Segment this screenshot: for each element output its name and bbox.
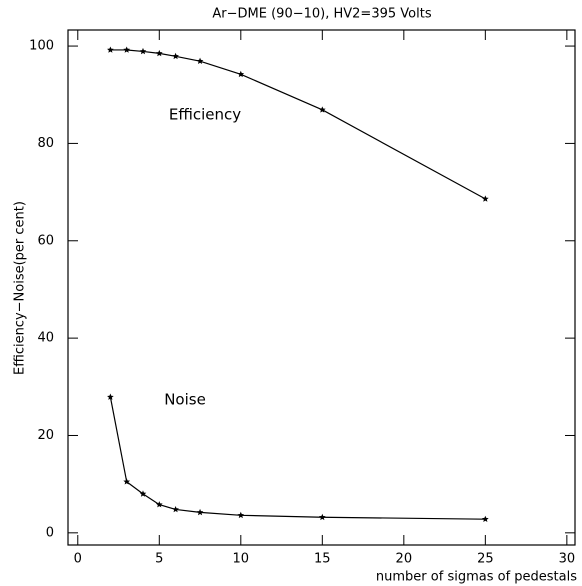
point bbox=[139, 490, 147, 497]
point bbox=[107, 393, 114, 400]
y-tick-label: 40 bbox=[37, 331, 54, 346]
y-tick-label: 100 bbox=[29, 39, 54, 54]
x-tick-label: 15 bbox=[314, 552, 331, 567]
point bbox=[237, 70, 245, 78]
series-line bbox=[109, 396, 486, 520]
point bbox=[318, 513, 326, 521]
y-axis-label: Efficiency−Noise(per cent) bbox=[13, 201, 28, 375]
point bbox=[123, 478, 131, 485]
point bbox=[196, 508, 204, 516]
point bbox=[482, 195, 489, 202]
y-tick-label: 80 bbox=[37, 136, 54, 151]
point bbox=[196, 57, 204, 64]
plot-frame bbox=[67, 29, 576, 546]
series-label: Noise bbox=[164, 391, 206, 409]
point bbox=[237, 511, 245, 519]
y-tick-label: 0 bbox=[46, 525, 54, 540]
chart-title: Ar−DME (90−10), HV2=395 Volts bbox=[212, 7, 431, 22]
x-tick-label: 0 bbox=[74, 552, 82, 567]
point bbox=[172, 52, 179, 60]
point bbox=[172, 505, 179, 513]
y-tick-label: 60 bbox=[37, 233, 54, 248]
point bbox=[139, 47, 147, 55]
point bbox=[155, 49, 163, 57]
series-line bbox=[110, 49, 486, 200]
x-tick-label: 20 bbox=[396, 552, 413, 567]
x-axis-label: number of sigmas of pedestals bbox=[376, 570, 577, 585]
point bbox=[318, 106, 326, 113]
y-tick-label: 20 bbox=[37, 428, 54, 443]
series-label: Efficiency bbox=[169, 106, 241, 124]
x-tick-label: 10 bbox=[233, 552, 250, 567]
point bbox=[155, 501, 163, 508]
point bbox=[107, 46, 114, 53]
point bbox=[482, 515, 489, 523]
x-tick-label: 30 bbox=[559, 552, 576, 567]
point bbox=[123, 46, 131, 53]
x-tick-label: 25 bbox=[477, 552, 494, 567]
x-tick-label: 5 bbox=[155, 552, 163, 567]
